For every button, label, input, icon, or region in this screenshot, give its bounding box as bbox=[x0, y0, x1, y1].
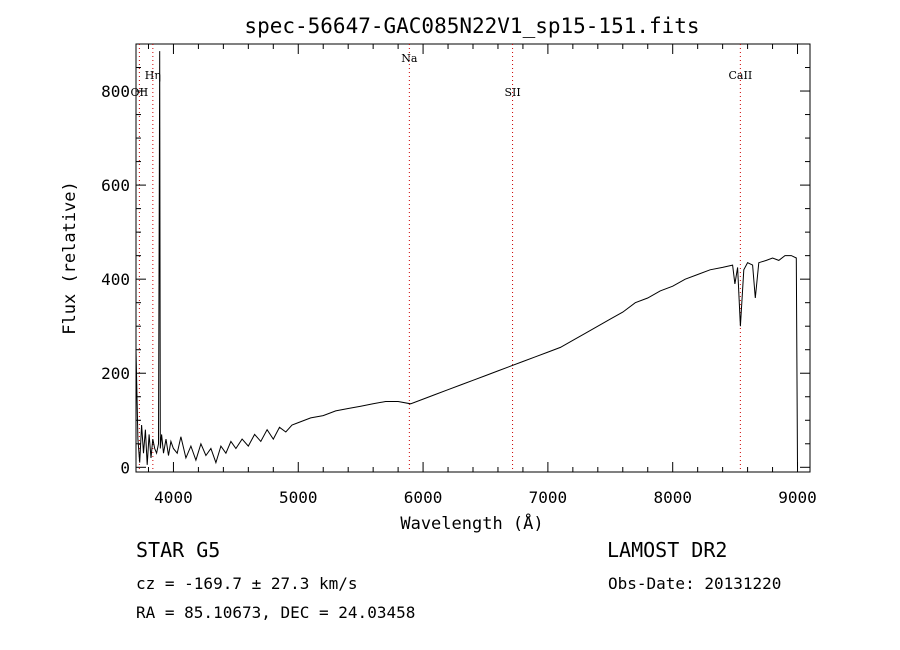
obs-date-text: Obs-Date: 20131220 bbox=[608, 574, 782, 593]
coordinates-text: RA = 85.10673, DEC = 24.03458 bbox=[136, 603, 416, 622]
x-tick-label: 9000 bbox=[778, 488, 817, 507]
plot-frame bbox=[135, 43, 811, 473]
x-tick-label: 8000 bbox=[653, 488, 692, 507]
redshift-text: cz = -169.7 ± 27.3 km/s bbox=[136, 574, 358, 593]
x-tick-label: 7000 bbox=[529, 488, 568, 507]
y-axis: 0 200 400 600 800 bbox=[101, 67, 810, 477]
x-tick-label: 4000 bbox=[154, 488, 193, 507]
line-marker-label: OII bbox=[131, 86, 149, 99]
y-tick-label: 0 bbox=[120, 458, 130, 477]
line-markers: OII Hη Na SII CaII bbox=[131, 44, 753, 472]
y-tick-label: 800 bbox=[101, 82, 130, 101]
x-tick-label: 5000 bbox=[279, 488, 318, 507]
line-marker-label: SII bbox=[504, 86, 520, 99]
chart-title: spec-56647-GAC085N22V1_sp15-151.fits bbox=[244, 14, 699, 38]
line-marker-label: Hη bbox=[145, 69, 161, 82]
star-class: STAR G5 bbox=[136, 538, 221, 562]
line-marker-label: Na bbox=[401, 52, 418, 65]
line-marker-label: CaII bbox=[729, 69, 753, 82]
y-tick-label: 600 bbox=[101, 176, 130, 195]
y-axis-label: Flux (relative) bbox=[60, 181, 80, 335]
survey-label: LAMOST DR2 bbox=[607, 538, 728, 562]
x-tick-label: 6000 bbox=[404, 488, 443, 507]
y-tick-label: 400 bbox=[101, 270, 130, 289]
x-axis-label: Wavelength (Å) bbox=[400, 512, 543, 534]
x-axis: 4000 5000 6000 7000 8000 9000 bbox=[147, 44, 817, 507]
spectrum-series bbox=[135, 51, 798, 468]
y-tick-label: 200 bbox=[101, 364, 130, 383]
